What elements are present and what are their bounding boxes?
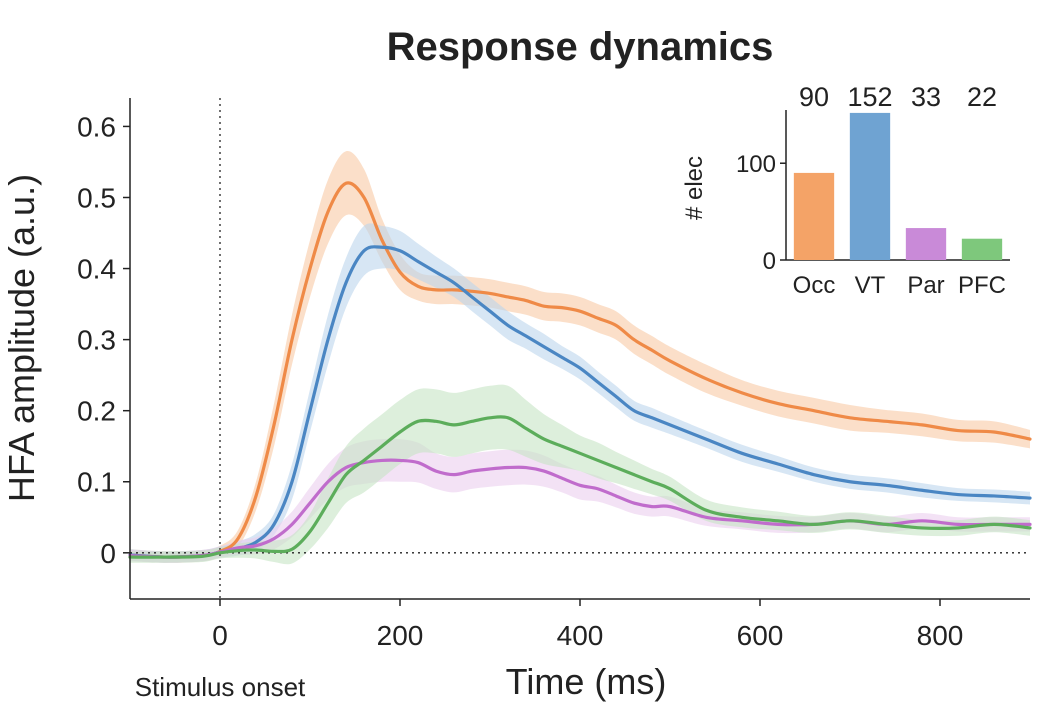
- inset-y-axis-label: # elec: [681, 156, 708, 220]
- error-band-pfc: [130, 384, 1030, 565]
- y-tick-label: 0.3: [77, 325, 116, 356]
- x-tick-label: 800: [917, 620, 964, 651]
- y-tick-label: 0.5: [77, 182, 116, 213]
- inset-bar-occ: [793, 172, 835, 260]
- inset-bar-vt: [849, 112, 891, 260]
- y-tick-label: 0.1: [77, 467, 116, 498]
- series-line-occ: [128, 181, 1032, 559]
- inset-bar-pfc: [961, 238, 1003, 260]
- inset-y-tick-label: 0: [763, 248, 776, 275]
- inset-category-label-vt: VT: [855, 272, 886, 299]
- chart-title: Response dynamics: [387, 25, 774, 69]
- inset-y-tick-label: 100: [736, 151, 776, 178]
- y-tick-label: 0: [100, 538, 116, 569]
- y-tick-label: 0.4: [77, 254, 116, 285]
- inset-bar-chart: 0 100 Occ 90 VT 152 Par 33 PFC 22: [736, 82, 1010, 299]
- inset-count-label-vt: 152: [847, 82, 892, 112]
- inset-count-label-par: 33: [911, 82, 941, 112]
- inset-count-label-pfc: 22: [967, 82, 997, 112]
- y-axis-label: HFA amplitude (a.u.): [1, 174, 42, 502]
- main-axes: 0 200 400 600 800 0 0.1 0.2 0.3 0.4 0.5 0.6: [77, 98, 1030, 651]
- x-tick-label: 600: [737, 620, 784, 651]
- inset-bar-par: [905, 228, 947, 260]
- y-tick-label: 0.6: [77, 111, 116, 142]
- inset-category-label-pfc: PFC: [958, 272, 1006, 299]
- series-lines: [128, 181, 1032, 559]
- x-tick-label: 400: [557, 620, 604, 651]
- x-axis-label: Time (ms): [506, 661, 667, 702]
- inset-category-label-occ: Occ: [793, 272, 836, 299]
- series-line-vt: [128, 245, 1032, 559]
- x-tick-label: 200: [377, 620, 424, 651]
- stimulus-onset-annotation: Stimulus onset: [135, 672, 306, 702]
- x-tick-label: 0: [212, 620, 228, 651]
- error-band-vt: [130, 223, 1030, 563]
- error-bands: [130, 151, 1030, 565]
- series-line-pfc: [128, 415, 1032, 559]
- y-tick-label: 0.2: [77, 396, 116, 427]
- inset-count-label-occ: 90: [799, 82, 829, 112]
- inset-category-label-par: Par: [907, 272, 944, 299]
